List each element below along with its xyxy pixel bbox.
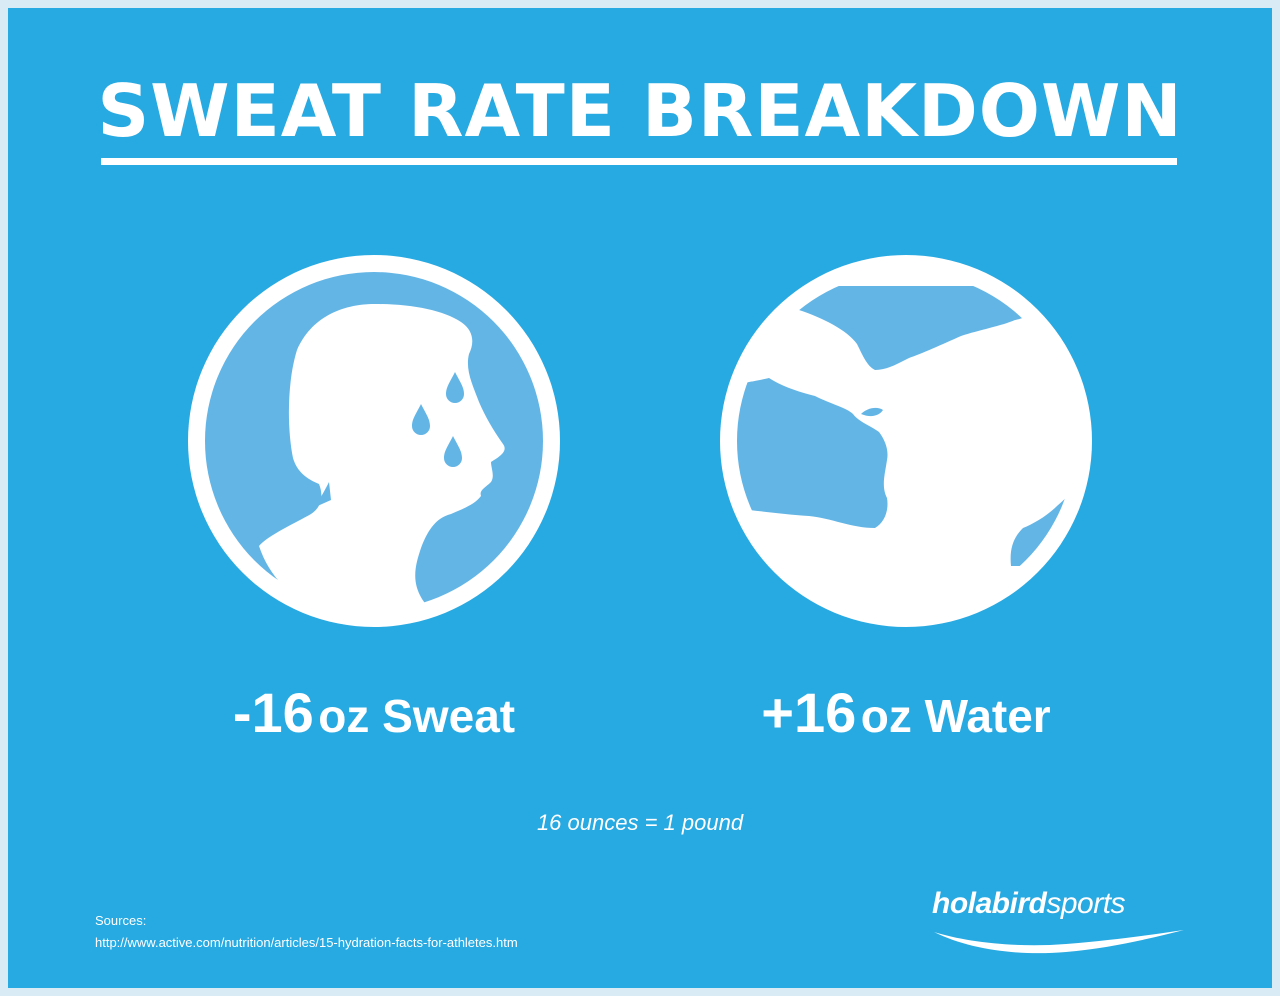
logo-wordmark-bold: holabird <box>932 887 1047 920</box>
logo-swoosh-icon <box>934 930 1184 954</box>
water-stat-number: +16 <box>761 681 857 744</box>
conversion-note: 16 ounces = 1 pound <box>536 810 744 835</box>
holabird-sports-logo: holabirdsports <box>926 884 1186 956</box>
logo-wordmark: holabirdsports <box>932 884 1126 924</box>
sources-block: Sources: http://www.active.com/nutrition… <box>95 910 518 954</box>
sources-link[interactable]: http://www.active.com/nutrition/articles… <box>95 935 518 950</box>
drinking-water-illustration <box>711 246 1101 636</box>
sweating-head-icon <box>188 255 560 627</box>
sweat-stat-unit: oz Sweat <box>318 690 516 742</box>
sweating-head-illustration <box>179 246 569 636</box>
water-stat: +16 oz Water <box>656 678 1156 763</box>
drinking-water-icon <box>720 255 1092 627</box>
infographic-poster: SWEAT RATE BREAKDOWN <box>8 8 1272 988</box>
page-title: SWEAT RATE BREAKDOWN <box>97 69 1183 153</box>
title-underline <box>101 158 1177 165</box>
logo-wordmark-light: sports <box>1046 887 1126 920</box>
sweat-stat-number: -16 <box>232 681 314 744</box>
sources-label: Sources: <box>95 913 147 928</box>
water-stat-unit: oz Water <box>860 690 1051 742</box>
sweat-stat: -16 oz Sweat <box>124 678 624 763</box>
